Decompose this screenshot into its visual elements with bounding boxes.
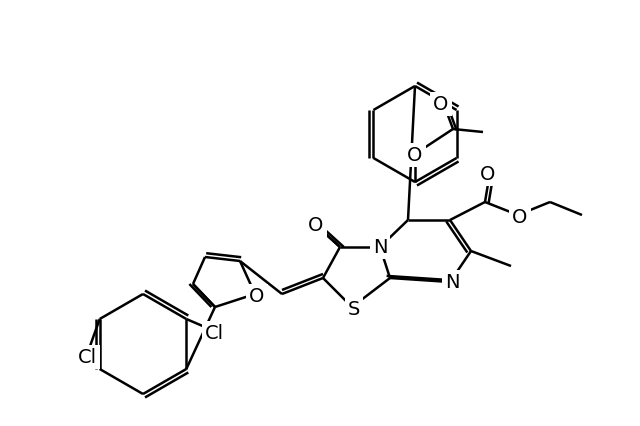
Text: O: O — [480, 165, 496, 184]
Text: O: O — [308, 216, 324, 235]
Text: O: O — [433, 95, 449, 114]
Text: Cl: Cl — [78, 348, 97, 367]
Text: Cl: Cl — [205, 324, 224, 343]
Text: O: O — [250, 287, 265, 306]
Text: O: O — [407, 146, 422, 165]
Text: O: O — [512, 208, 528, 227]
Text: N: N — [445, 273, 460, 292]
Text: N: N — [372, 238, 387, 257]
Text: S: S — [348, 300, 360, 319]
